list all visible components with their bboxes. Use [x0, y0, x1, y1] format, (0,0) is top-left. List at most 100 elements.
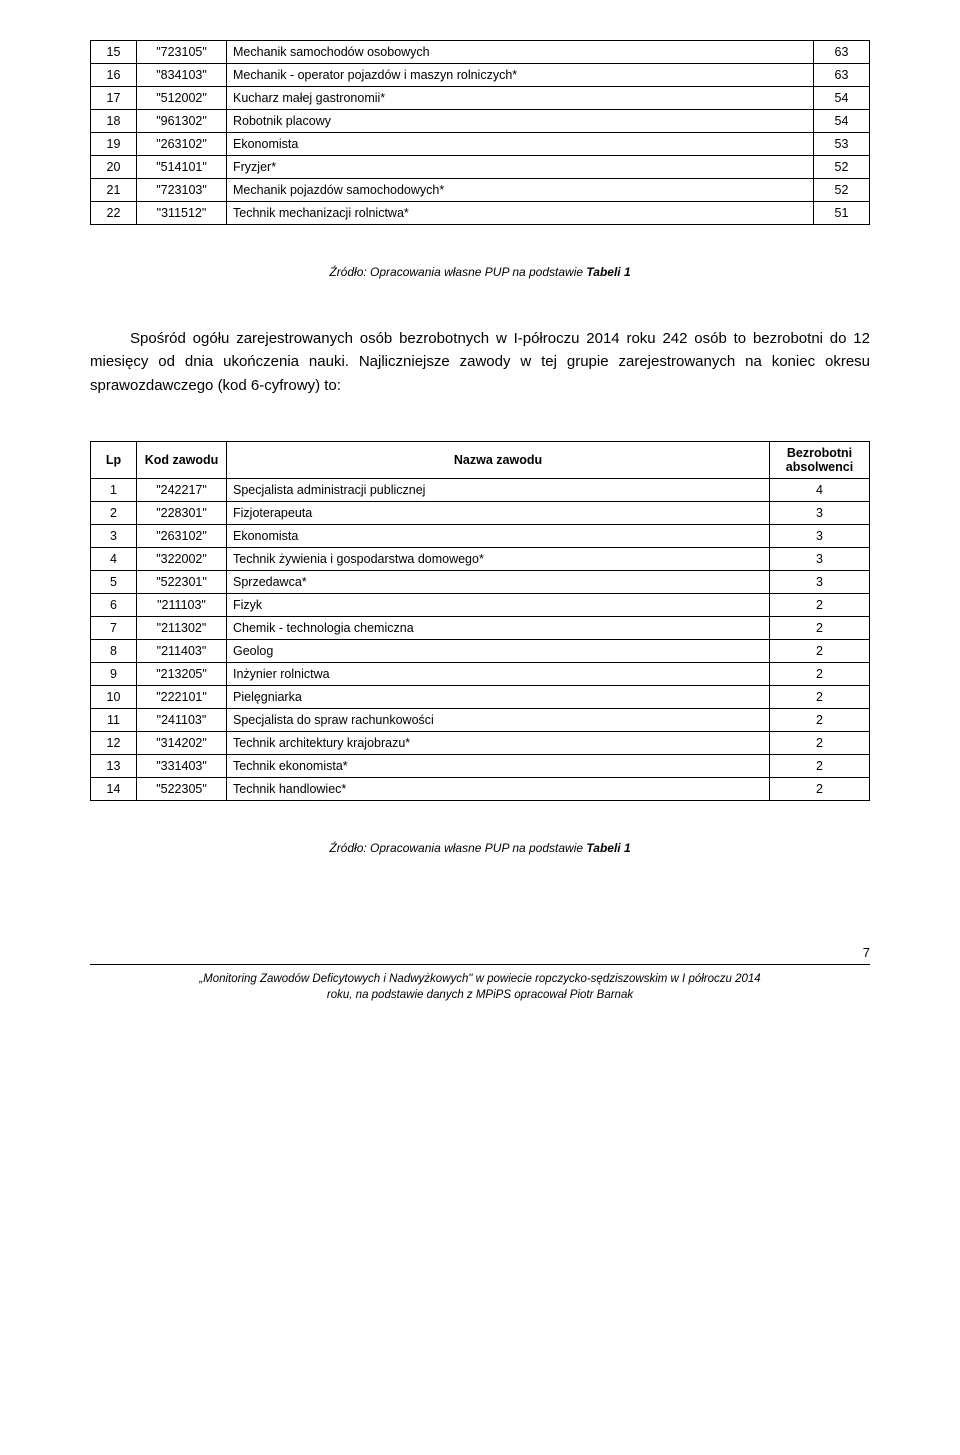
occupation-name: Technik ekonomista*: [227, 754, 770, 777]
occupation-code: "228301": [137, 501, 227, 524]
col-header-count: Bezrobotni absolwenci: [770, 441, 870, 478]
row-index: 20: [91, 156, 137, 179]
occupation-name: Technik architektury krajobrazu*: [227, 731, 770, 754]
row-index: 13: [91, 754, 137, 777]
occupation-count: 2: [770, 593, 870, 616]
occupation-name: Robotnik placowy: [227, 110, 814, 133]
row-index: 2: [91, 501, 137, 524]
occupation-name: Ekonomista: [227, 133, 814, 156]
occupation-count: 51: [814, 202, 870, 225]
paragraph-text: Spośród ogółu zarejestrowanych osób bezr…: [90, 330, 870, 394]
source-note-2: Źródło: Opracowania własne PUP na podsta…: [90, 841, 870, 855]
footer-line1: „Monitoring Zawodów Deficytowych i Nadwy…: [199, 973, 760, 985]
table-row: 7"211302"Chemik - technologia chemiczna2: [91, 616, 870, 639]
occupation-name: Chemik - technologia chemiczna: [227, 616, 770, 639]
table-row: 6"211103"Fizyk2: [91, 593, 870, 616]
col-header-lp: Lp: [91, 441, 137, 478]
table-row: 2"228301"Fizjoterapeuta3: [91, 501, 870, 524]
table-row: 19"263102"Ekonomista53: [91, 133, 870, 156]
occupation-count: 2: [770, 639, 870, 662]
occupation-count: 63: [814, 41, 870, 64]
table-row: 9"213205"Inżynier rolnictwa2: [91, 662, 870, 685]
table-row: 16"834103"Mechanik - operator pojazdów i…: [91, 64, 870, 87]
table-row: 8"211403"Geolog2: [91, 639, 870, 662]
occupation-count: 3: [770, 501, 870, 524]
occupation-count: 52: [814, 179, 870, 202]
occupation-code: "723105": [137, 41, 227, 64]
table-row: 21"723103"Mechanik pojazdów samochodowyc…: [91, 179, 870, 202]
row-index: 10: [91, 685, 137, 708]
occupation-count: 3: [770, 547, 870, 570]
occupation-count: 2: [770, 662, 870, 685]
row-index: 22: [91, 202, 137, 225]
row-index: 18: [91, 110, 137, 133]
occupation-count: 63: [814, 64, 870, 87]
occupation-count: 3: [770, 524, 870, 547]
row-index: 17: [91, 87, 137, 110]
occupation-code: "514101": [137, 156, 227, 179]
occupation-count: 2: [770, 685, 870, 708]
occupation-name: Geolog: [227, 639, 770, 662]
body-paragraph: Spośród ogółu zarejestrowanych osób bezr…: [90, 327, 870, 397]
occupation-code: "242217": [137, 478, 227, 501]
row-index: 15: [91, 41, 137, 64]
occupation-code: "211103": [137, 593, 227, 616]
occupation-count: 3: [770, 570, 870, 593]
occupation-code: "241103": [137, 708, 227, 731]
occupation-count: 2: [770, 708, 870, 731]
occupation-code: "213205": [137, 662, 227, 685]
occupation-count: 2: [770, 754, 870, 777]
col-header-name: Nazwa zawodu: [227, 441, 770, 478]
table-row: 20"514101"Fryzjer*52: [91, 156, 870, 179]
occupation-code: "211302": [137, 616, 227, 639]
occupation-code: "522301": [137, 570, 227, 593]
occupation-code: "211403": [137, 639, 227, 662]
occupation-code: "263102": [137, 133, 227, 156]
occupations-table-2: Lp Kod zawodu Nazwa zawodu Bezrobotni ab…: [90, 441, 870, 801]
table-row: 17"512002"Kucharz małej gastronomii*54: [91, 87, 870, 110]
table-row: 22"311512"Technik mechanizacji rolnictwa…: [91, 202, 870, 225]
table1-body: 15"723105"Mechanik samochodów osobowych6…: [91, 41, 870, 225]
row-index: 9: [91, 662, 137, 685]
occupation-name: Fizyk: [227, 593, 770, 616]
occupation-code: "961302": [137, 110, 227, 133]
occupation-count: 54: [814, 87, 870, 110]
source2-bold: Tabeli 1: [586, 841, 630, 855]
occupation-name: Mechanik samochodów osobowych: [227, 41, 814, 64]
footer-text: „Monitoring Zawodów Deficytowych i Nadwy…: [90, 971, 870, 1003]
occupation-name: Kucharz małej gastronomii*: [227, 87, 814, 110]
occupation-name: Pielęgniarka: [227, 685, 770, 708]
table-row: 4"322002"Technik żywienia i gospodarstwa…: [91, 547, 870, 570]
occupation-count: 52: [814, 156, 870, 179]
occupation-code: "522305": [137, 777, 227, 800]
footer-line2: roku, na podstawie danych z MPiPS opraco…: [327, 989, 633, 1001]
row-index: 11: [91, 708, 137, 731]
table-row: 18"961302"Robotnik placowy54: [91, 110, 870, 133]
source1-bold: Tabeli 1: [586, 265, 630, 279]
occupation-name: Mechanik - operator pojazdów i maszyn ro…: [227, 64, 814, 87]
occupation-count: 2: [770, 731, 870, 754]
row-index: 4: [91, 547, 137, 570]
occupation-count: 4: [770, 478, 870, 501]
table-row: 10"222101"Pielęgniarka2: [91, 685, 870, 708]
row-index: 12: [91, 731, 137, 754]
occupation-code: "512002": [137, 87, 227, 110]
page-number: 7: [90, 945, 870, 960]
row-index: 19: [91, 133, 137, 156]
occupation-name: Fryzjer*: [227, 156, 814, 179]
row-index: 5: [91, 570, 137, 593]
occupation-name: Specjalista do spraw rachunkowości: [227, 708, 770, 731]
row-index: 16: [91, 64, 137, 87]
table-row: 3"263102"Ekonomista3: [91, 524, 870, 547]
col-header-code: Kod zawodu: [137, 441, 227, 478]
occupation-code: "314202": [137, 731, 227, 754]
occupation-name: Sprzedawca*: [227, 570, 770, 593]
occupation-count: 2: [770, 777, 870, 800]
table-row: 1"242217"Specjalista administracji publi…: [91, 478, 870, 501]
table-row: 15"723105"Mechanik samochodów osobowych6…: [91, 41, 870, 64]
occupation-code: "322002": [137, 547, 227, 570]
occupation-name: Inżynier rolnictwa: [227, 662, 770, 685]
row-index: 8: [91, 639, 137, 662]
table-row: 14"522305"Technik handlowiec*2: [91, 777, 870, 800]
occupation-code: "222101": [137, 685, 227, 708]
